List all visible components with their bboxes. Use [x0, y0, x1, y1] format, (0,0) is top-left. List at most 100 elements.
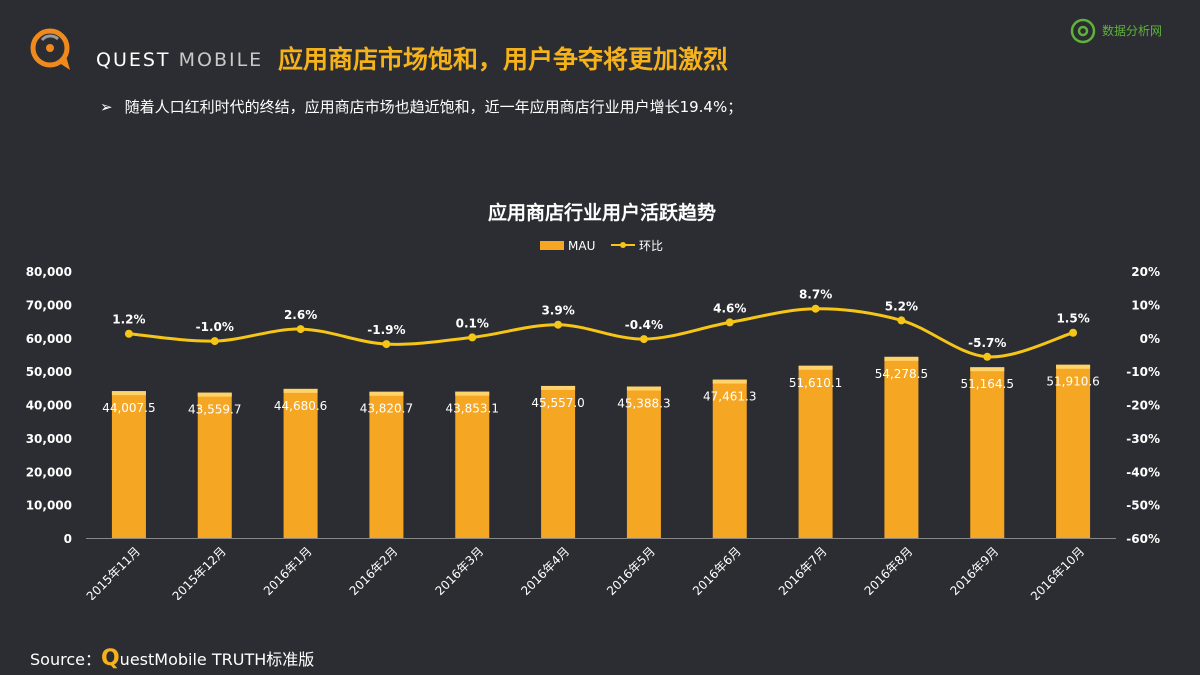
chart-legend: MAU 环比 — [540, 239, 663, 253]
bar-mau-top — [884, 356, 919, 361]
y2-tick-label: -20% — [1126, 399, 1160, 413]
bar-value-label: 45,557.0 — [531, 396, 584, 410]
y2-tick-label: -60% — [1126, 532, 1160, 546]
bar-mau-top — [970, 367, 1005, 372]
line-point — [983, 352, 992, 361]
x-tick-label: 2016年2月 — [347, 544, 401, 598]
x-tick-label: 2015年11月 — [84, 544, 143, 600]
line-value-label: -0.4% — [625, 318, 663, 332]
y-tick-label: 0 — [64, 532, 72, 546]
line-point — [639, 335, 648, 344]
questmobile-logo-icon — [30, 28, 70, 70]
bar-mau — [884, 356, 919, 538]
line-point — [124, 329, 133, 338]
line-value-label: 8.7% — [799, 288, 832, 302]
bar-mau-top — [455, 391, 490, 396]
y2-tick-label: -50% — [1126, 499, 1160, 513]
x-tick-label: 2016年10月 — [1028, 544, 1087, 600]
legend-huanbi-label: 环比 — [639, 239, 663, 253]
y2-axis: -60% -50% -40% -30% -20% -10% 0% 10% 20% — [1126, 265, 1160, 546]
y-tick-label: 50,000 — [26, 365, 72, 379]
bar-value-label: 43,820.7 — [360, 402, 413, 416]
line-point — [468, 333, 477, 342]
line-value-label: 3.9% — [541, 304, 574, 318]
y2-tick-label: 10% — [1131, 298, 1160, 312]
bar-mau — [712, 379, 747, 538]
y-axis: 0 10,000 20,000 30,000 40,000 50,000 60,000 70,… — [26, 265, 72, 546]
x-tick-label: 2016年4月 — [518, 544, 572, 598]
y2-tick-label: 0% — [1140, 332, 1160, 346]
x-tick-label: 2015年12月 — [170, 544, 229, 600]
x-tick-label: 2016年3月 — [432, 544, 486, 598]
x-tick-label: 2016年9月 — [947, 544, 1001, 598]
bar-mau-top — [283, 388, 318, 393]
line-value-label: -5.7% — [968, 336, 1006, 350]
bar-value-label: 51,164.5 — [961, 377, 1014, 391]
bar-mau — [455, 391, 490, 538]
bar-mau — [197, 392, 232, 538]
line-point — [210, 337, 219, 346]
bar-mau — [626, 386, 661, 538]
at-sign-icon — [1070, 18, 1096, 44]
y2-tick-label: 20% — [1131, 265, 1160, 279]
x-tick-label: 2016年5月 — [604, 544, 658, 598]
bar-value-label: 54,278.5 — [875, 367, 928, 381]
bar-value-label: 51,910.6 — [1046, 375, 1099, 389]
bar-mau — [111, 391, 146, 538]
line-value-label: -1.9% — [367, 323, 405, 337]
watermark: 数据分析网 — [1070, 18, 1182, 44]
line-point — [725, 318, 734, 327]
x-tick-label: 2016年6月 — [690, 544, 744, 598]
bullet-text: 随着人口红利时代的终结，应用商店市场也趋近饱和，近一年应用商店行业用户增长19.… — [124, 98, 743, 116]
y-tick-label: 40,000 — [26, 399, 72, 413]
chart: 应用商店行业用户活跃趋势 MAU 环比 0 10,000 20,000 30,000 4… — [26, 201, 1160, 600]
line-point — [897, 316, 906, 325]
bar-mau-top — [1056, 364, 1091, 369]
bar-mau — [369, 391, 404, 538]
line-point — [554, 320, 563, 329]
line-value-label: 4.6% — [713, 301, 746, 315]
y-tick-label: 70,000 — [26, 298, 72, 312]
bar-mau-top — [626, 386, 661, 391]
line-points: 1.2% -1.0% 2.6% -1.9% 0.1% 3.9% -0.4% 4.6% 8.7% 5… — [112, 288, 1090, 361]
line-value-label: 0.1% — [456, 316, 489, 330]
bar-mau-top — [712, 379, 747, 384]
bar-mau-top — [197, 392, 232, 397]
line-value-label: 1.5% — [1056, 312, 1089, 326]
bar-mau-top — [369, 391, 404, 396]
y-tick-label: 20,000 — [26, 465, 72, 479]
bar-mau-top — [798, 365, 833, 370]
bar-mau-top — [541, 385, 576, 390]
legend-mau-label: MAU — [568, 239, 595, 253]
bar-mau — [798, 365, 833, 538]
y-tick-label: 60,000 — [26, 332, 72, 346]
bar-labels: 44,007.5 43,559.7 44,680.6 43,820.7 43,853.1… — [102, 367, 1100, 417]
x-axis-ticks: 2015年11月 2015年12月 2016年1月 2016年2月 2016年3月 201… — [84, 544, 1087, 600]
x-tick-label: 2016年1月 — [261, 544, 315, 598]
source-note: Source：QuestMobile TRUTH标准版 — [30, 646, 315, 671]
line-point — [296, 325, 305, 334]
y-tick-label: 80,000 — [26, 265, 72, 279]
x-tick-label: 2016年7月 — [776, 544, 830, 598]
bar-value-label: 43,559.7 — [188, 403, 241, 417]
page-title: 应用商店市场饱和，用户争夺将更加激烈 — [278, 45, 729, 74]
line-value-label: 2.6% — [284, 308, 317, 322]
bar-mau-top — [111, 391, 146, 396]
bar-value-label: 51,610.1 — [789, 376, 842, 390]
y2-tick-label: -10% — [1126, 365, 1160, 379]
line-point — [811, 304, 820, 313]
bar-value-label: 44,007.5 — [102, 401, 155, 415]
bar-value-label: 43,853.1 — [446, 402, 499, 416]
line-value-label: 1.2% — [112, 313, 145, 327]
bar-series — [111, 356, 1091, 538]
line-value-label: -1.0% — [196, 320, 234, 334]
line-value-label: 5.2% — [885, 299, 918, 313]
y2-tick-label: -40% — [1126, 465, 1160, 479]
bar-value-label: 45,388.3 — [617, 397, 670, 411]
x-tick-label: 2016年8月 — [862, 544, 916, 598]
bar-value-label: 47,461.3 — [703, 390, 756, 404]
legend-mau-swatch — [540, 241, 564, 250]
y-tick-label: 10,000 — [26, 499, 72, 513]
brand-name: QUEST MOBILE — [96, 49, 264, 71]
bar-mau — [283, 388, 318, 538]
